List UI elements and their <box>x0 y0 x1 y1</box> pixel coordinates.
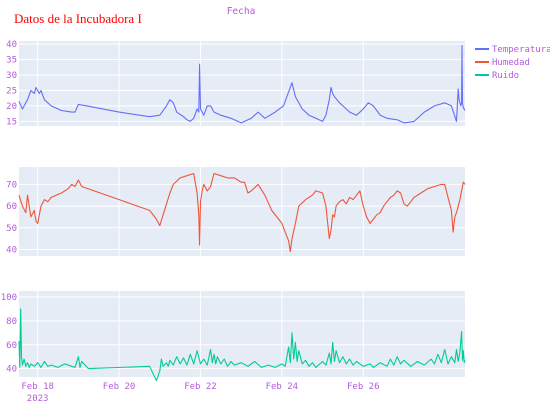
y-tick-label: 35 <box>6 56 17 66</box>
x-axis-title: Fecha <box>227 6 256 17</box>
legend-item-ruido[interactable]: Ruido <box>475 71 519 81</box>
series-line-ruido <box>18 308 466 382</box>
legend[interactable]: Temperatura Humedad Ruido <box>475 45 550 81</box>
series-line-temperatura <box>18 45 466 124</box>
y-tick-label: 40 <box>6 365 17 375</box>
panel-humedad: 40 50 60 70 <box>6 167 466 256</box>
y-tick-label: 15 <box>6 117 17 127</box>
x-year-label: 2023 <box>27 394 49 404</box>
plot-background <box>19 167 465 256</box>
y-tick-label: 40 <box>6 245 17 255</box>
x-tick-label: Feb 20 <box>103 382 136 392</box>
y-tick-label: 80 <box>6 317 17 327</box>
subplot-panels: 15 20 25 30 35 40 40 50 60 70 40 60 80 100 <box>1 40 466 382</box>
x-axis: Feb 18 Feb 20 Feb 22 Feb 24 Feb 26 2023 <box>21 382 379 404</box>
legend-item-humedad[interactable]: Humedad <box>475 58 530 68</box>
series-line-humedad <box>18 172 466 253</box>
y-tick-label: 40 <box>6 40 17 50</box>
y-tick-label: 60 <box>6 202 17 212</box>
x-tick-label: Feb 18 <box>21 382 54 392</box>
x-tick-label: Feb 22 <box>184 382 217 392</box>
legend-item-temperatura[interactable]: Temperatura <box>475 45 550 55</box>
panel-temperatura: 15 20 25 30 35 40 <box>6 40 466 127</box>
panel-ruido: 40 60 80 100 <box>1 291 466 382</box>
y-tick-label: 20 <box>6 102 17 112</box>
plot-background <box>19 41 465 126</box>
x-tick-label: Feb 24 <box>266 382 299 392</box>
x-tick-label: Feb 26 <box>347 382 380 392</box>
y-tick-label: 25 <box>6 86 17 96</box>
legend-label: Temperatura <box>492 45 550 55</box>
y-tick-label: 50 <box>6 224 17 234</box>
y-tick-label: 30 <box>6 71 17 81</box>
chart-title: Datos de la Incubadora I <box>14 11 142 26</box>
legend-label: Ruido <box>492 71 519 81</box>
plot-background <box>19 291 465 377</box>
y-tick-label: 100 <box>1 293 17 303</box>
y-tick-label: 60 <box>6 341 17 351</box>
y-tick-label: 70 <box>6 180 17 190</box>
legend-label: Humedad <box>492 58 530 68</box>
